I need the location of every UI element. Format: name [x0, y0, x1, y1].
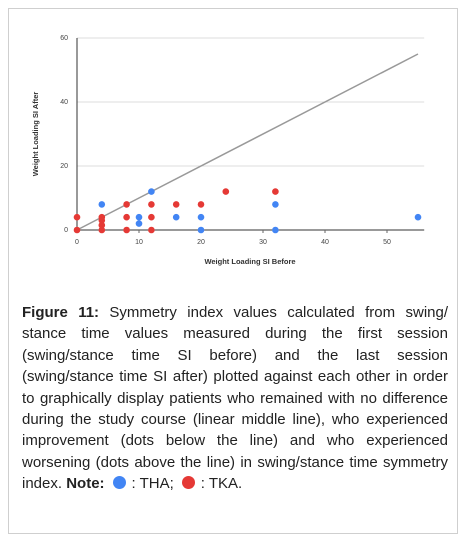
caption-text: Symmetry index values calculated from sw…	[22, 304, 448, 493]
caption-label: Figure 11:	[22, 304, 100, 321]
chart: Weight Loading SI Before Weight Loading …	[31, 35, 425, 266]
x-tick-label: 30	[259, 239, 267, 246]
caption: Figure 11: Symmetry index values calcula…	[22, 302, 448, 495]
x-tick-label: 50	[383, 239, 391, 246]
legend-label: TKA	[201, 475, 242, 492]
point	[197, 226, 205, 234]
y-axis-title: Weight Loading SI After	[31, 92, 40, 177]
point	[222, 188, 230, 195]
figure-frame	[8, 8, 458, 534]
y-tick-label: 0	[64, 227, 68, 234]
y-tick-label: 20	[60, 163, 68, 170]
point	[172, 201, 180, 208]
point	[123, 213, 130, 221]
x-tick-label: 10	[135, 239, 143, 246]
point	[123, 226, 130, 234]
point	[135, 213, 143, 221]
caption-note: Note:	[66, 475, 105, 493]
point	[172, 213, 180, 221]
y-tick-label: 40	[60, 99, 68, 106]
point	[148, 226, 155, 234]
point	[98, 217, 106, 224]
point	[272, 201, 279, 208]
point	[135, 220, 143, 227]
point	[73, 213, 81, 221]
legend-symbol	[181, 476, 195, 490]
point	[272, 188, 279, 195]
point	[98, 226, 106, 234]
y-tick-label: 60	[60, 35, 68, 42]
point	[272, 226, 279, 234]
x-tick-label: 40	[321, 239, 329, 246]
point	[414, 213, 422, 221]
point	[98, 201, 106, 208]
point	[148, 213, 155, 221]
x-tick-label: 0	[75, 239, 79, 246]
point	[148, 188, 155, 195]
legend-symbol	[112, 476, 126, 490]
x-axis-title: Weight Loading SI Before	[204, 257, 295, 266]
point	[123, 201, 130, 208]
legend-label: THA	[132, 475, 174, 492]
point	[148, 201, 155, 208]
point	[73, 226, 81, 234]
point	[197, 201, 205, 208]
point	[98, 221, 106, 229]
reference-line	[76, 53, 419, 231]
point	[197, 213, 205, 221]
x-tick-label: 20	[197, 239, 205, 246]
